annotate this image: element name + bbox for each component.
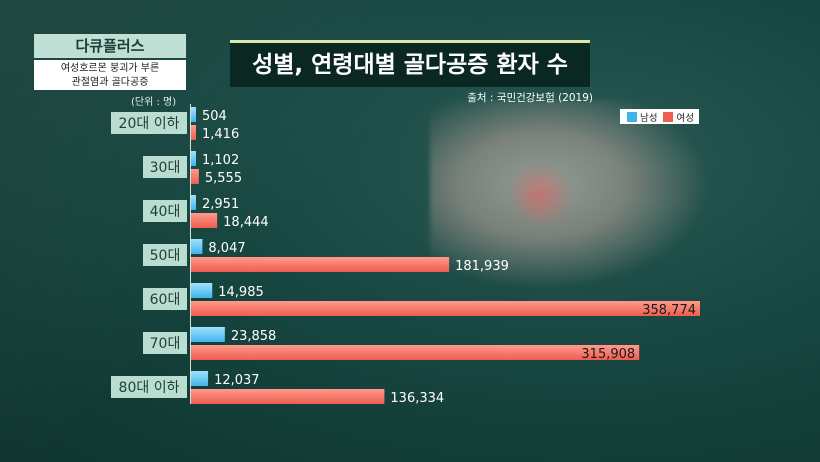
bar-male-3 [191,239,203,254]
bar-female-4 [191,301,700,316]
data-label-female-2: 18,444 [223,215,268,230]
bar-male-5 [191,327,225,342]
episode-line-2: 관절염과 골다공증 [71,77,149,88]
data-label-male-5: 23,858 [231,329,277,344]
legend-label-female: 여성 [676,112,694,124]
chart-source: 출처 : 국민건강보험 (2019) [467,92,593,104]
data-label-female-3: 181,939 [455,259,509,274]
data-label-female-5: 315,908 [581,347,635,362]
category-label-3: 50대 [150,248,181,264]
category-label-6: 80대 이하 [119,380,180,396]
bar-female-1 [191,169,199,184]
data-label-male-0: 504 [202,109,227,124]
category-box-3 [143,244,187,266]
category-box-2 [143,200,187,222]
legend-swatch-male [627,111,637,122]
data-label-male-6: 12,037 [214,373,260,388]
bar-female-2 [191,213,218,228]
episode-subtitle: 여성호르몬 붕괴가 부른 관절염과 골다공증 [34,60,186,90]
data-label-male-1: 1,102 [202,153,239,168]
data-label-male-4: 14,985 [218,285,264,300]
category-box-1 [143,156,187,178]
data-label-female-0: 1,416 [202,127,239,142]
data-label-male-3: 8,047 [208,241,245,256]
category-label-1: 30대 [150,160,181,176]
legend-label-male: 남성 [640,112,658,124]
chart-title: 성별, 연령대별 골다공증 환자 수 [230,40,590,87]
bar-male-4 [191,283,213,298]
legend-swatch-female [663,111,674,122]
episode-line-1: 여성호르몬 붕괴가 부른 [60,63,160,74]
knee-pain-spot [505,165,575,225]
data-label-male-2: 2,951 [202,197,239,212]
program-logo: 다큐플러스 [34,34,186,58]
category-box-0 [111,112,187,134]
bar-male-6 [191,371,209,386]
bar-male-1 [191,151,196,166]
category-label-2: 40대 [150,204,181,220]
data-label-female-4: 358,774 [642,303,696,318]
category-label-4: 60대 [150,292,181,308]
category-label-0: 20대 이하 [119,116,180,132]
data-label-female-6: 136,334 [390,391,444,406]
category-box-4 [143,288,187,310]
bar-female-3 [191,257,450,272]
chart-legend: 남성 여성 [620,109,699,124]
bar-female-0 [191,125,196,140]
bar-male-0 [191,107,196,122]
category-box-5 [143,332,187,354]
category-box-6 [111,376,187,398]
category-label-5: 70대 [150,336,181,352]
unit-label: (단위 : 명) [131,97,177,108]
data-label-female-1: 5,555 [205,171,242,186]
bar-male-2 [191,195,196,210]
y-axis-line [190,104,191,404]
bar-female-6 [191,389,385,404]
bar-female-5 [191,345,640,360]
